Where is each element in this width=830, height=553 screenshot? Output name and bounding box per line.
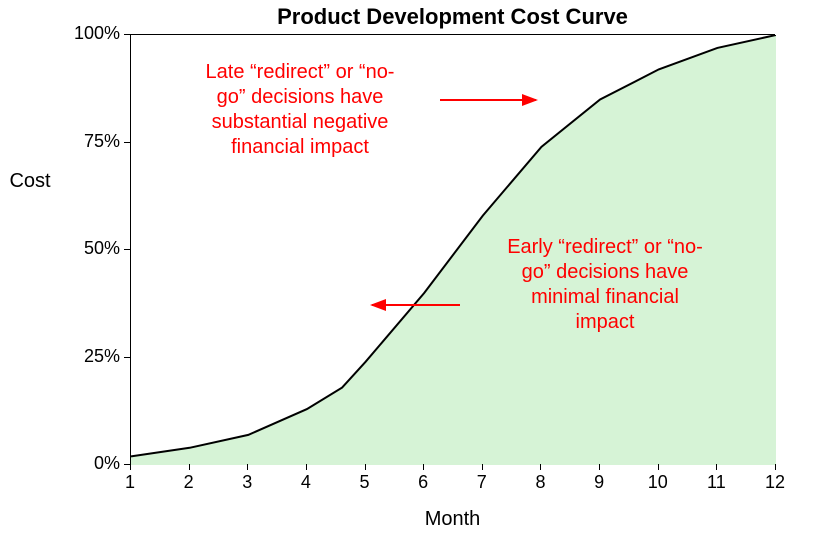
x-tick-label: 8 — [520, 472, 560, 493]
x-tick — [540, 464, 541, 470]
annotation-early-line: Early “redirect” or “no- — [507, 236, 703, 258]
x-axis-label: Month — [130, 508, 775, 531]
chart-canvas: Product Development Cost Curve Cost 0%25… — [0, 0, 830, 553]
annotation-late-line: go” decisions have — [217, 86, 384, 108]
y-tick — [124, 357, 130, 358]
x-tick-label: 10 — [638, 472, 678, 493]
annotation-early-line: go” decisions have — [522, 261, 689, 283]
x-tick — [130, 464, 131, 470]
annotation-late-line: Late “redirect” or “no- — [206, 61, 395, 83]
x-tick-label: 3 — [227, 472, 267, 493]
x-tick-label: 7 — [462, 472, 502, 493]
x-tick — [482, 464, 483, 470]
y-tick-label: 50% — [60, 238, 120, 259]
annotation-early: Early “redirect” or “no-go” decisions ha… — [465, 235, 745, 335]
x-tick — [658, 464, 659, 470]
x-tick-label: 6 — [403, 472, 443, 493]
x-tick-label: 9 — [579, 472, 619, 493]
x-tick-label: 4 — [286, 472, 326, 493]
y-tick — [124, 34, 130, 35]
annotation-early-line: impact — [576, 311, 635, 333]
y-tick-label: 100% — [60, 23, 120, 44]
y-tick-label: 75% — [60, 131, 120, 152]
annotation-early-line: minimal financial — [531, 286, 679, 308]
x-tick-label: 5 — [345, 472, 385, 493]
x-tick-label: 2 — [169, 472, 209, 493]
x-tick — [423, 464, 424, 470]
x-tick — [189, 464, 190, 470]
x-tick — [775, 464, 776, 470]
annotation-late-line: substantial negative — [212, 111, 389, 133]
x-tick-label: 12 — [755, 472, 795, 493]
y-tick — [124, 249, 130, 250]
x-tick — [599, 464, 600, 470]
y-tick-label: 25% — [60, 346, 120, 367]
x-tick — [247, 464, 248, 470]
y-axis-label: Cost — [0, 170, 60, 193]
x-tick — [306, 464, 307, 470]
x-tick — [365, 464, 366, 470]
x-tick-label: 11 — [696, 472, 736, 493]
chart-title: Product Development Cost Curve — [130, 4, 775, 30]
annotation-late: Late “redirect” or “no-go” decisions hav… — [165, 60, 435, 160]
y-tick — [124, 142, 130, 143]
annotation-late-line: financial impact — [231, 136, 369, 158]
x-tick — [716, 464, 717, 470]
x-tick-label: 1 — [110, 472, 150, 493]
